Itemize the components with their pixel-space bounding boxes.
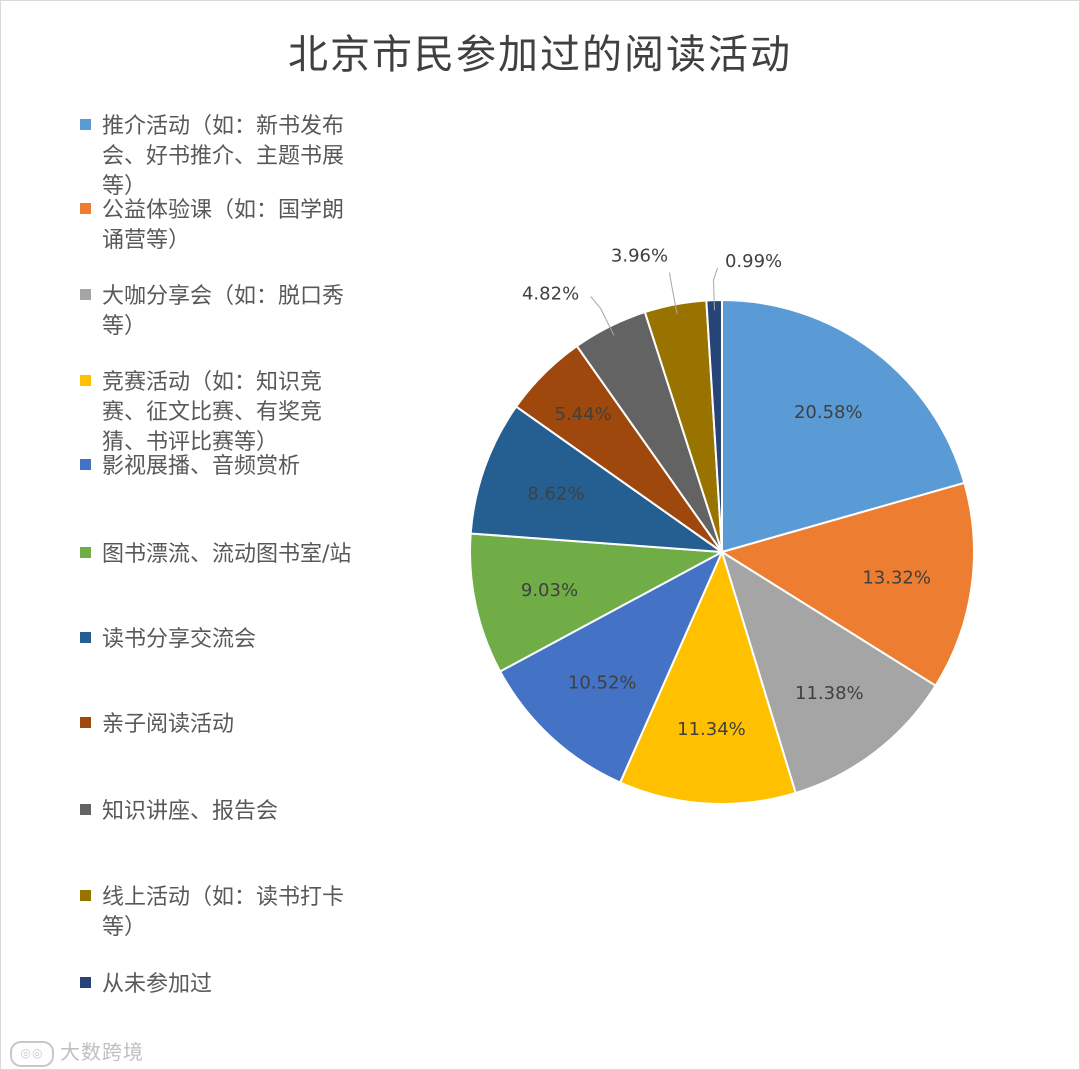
legend-label-line: 知识讲座、报告会 (102, 799, 279, 824)
data-label: 0.99% (725, 251, 782, 272)
data-label: 3.96% (611, 246, 668, 267)
legend-label: 知识讲座、报告会 (102, 797, 382, 827)
legend-label: 从未参加过 (102, 970, 382, 1000)
legend-swatch (80, 632, 91, 643)
watermark-text: 大数跨境 (60, 1040, 144, 1064)
legend-swatch (80, 804, 91, 815)
legend-label: 读书分享交流会 (102, 625, 382, 655)
legend-label: 线上活动（如：读书打卡 等） (102, 883, 382, 943)
pie-slice (498, 549, 725, 784)
legend-swatch (80, 289, 91, 300)
legend-swatch (80, 977, 91, 988)
data-label: 8.62% (527, 483, 584, 504)
legend-label-line: 影视展播、音频赏析 (102, 454, 301, 479)
legend-swatch (80, 119, 91, 130)
chart-title: 北京市民参加过的阅读活动 (288, 32, 792, 78)
legend-label: 推介活动（如：新书发布 会、好书推介、主题书展 等） (102, 112, 382, 202)
pie-slice (721, 298, 966, 554)
legend-label: 影视展播、音频赏析 (102, 452, 382, 482)
legend-swatch (80, 717, 91, 728)
legend-label-line: 等） (102, 174, 147, 199)
watermark-logo-icon: ◎◎ (10, 1040, 54, 1067)
legend-swatch (80, 203, 91, 214)
legend-label-line: 会、好书推介、主题书展 (102, 144, 345, 169)
pie-slice (720, 549, 937, 795)
legend-label-line: 等） (102, 915, 147, 940)
legend-label-line: 线上活动（如：读书打卡 (102, 885, 345, 910)
watermark: ◎◎ 大数跨境 (10, 1036, 144, 1067)
legend-label-line: 竞赛活动（如：知识竞 (102, 370, 323, 395)
pie-slice (469, 532, 726, 673)
legend-label-line: 读书分享交流会 (102, 627, 257, 652)
data-label: 10.52% (568, 672, 637, 693)
legend-label: 竞赛活动（如：知识竞 赛、征文比赛、有奖竞 猜、书评比赛等） (102, 368, 382, 458)
legend-label-line: 猜、书评比赛等） (102, 430, 279, 455)
pie-slice (469, 405, 726, 554)
pie-slice (618, 549, 797, 805)
legend-swatch (80, 375, 91, 386)
data-label: 5.44% (555, 404, 612, 425)
data-label: 20.58% (794, 402, 863, 423)
legend-label: 大咖分享会（如：脱口秀 等） (102, 282, 382, 342)
legend-label-line: 图书漂流、流动图书室/站 (102, 542, 352, 567)
leader-line (669, 272, 678, 315)
legend-label-line: 公益体验课（如：国学朗 (102, 198, 345, 223)
data-label: 11.34% (677, 719, 746, 740)
data-label: 13.32% (862, 568, 931, 589)
legend-label-line: 赛、征文比赛、有奖竞 (102, 400, 323, 425)
leader-line (713, 267, 719, 311)
data-label: 11.38% (795, 683, 864, 704)
legend-swatch (80, 547, 91, 558)
data-label: 4.82% (522, 283, 579, 304)
legend-label: 公益体验课（如：国学朗 诵营等） (102, 196, 382, 256)
legend-label: 亲子阅读活动 (102, 710, 382, 740)
legend-swatch (80, 459, 91, 470)
legend-label-line: 等） (102, 314, 147, 339)
legend-label-line: 推介活动（如：新书发布 (102, 114, 345, 139)
leader-line (590, 296, 615, 336)
legend-label-line: 亲子阅读活动 (102, 712, 235, 737)
legend-label-line: 诵营等） (102, 228, 191, 253)
legend-label-line: 从未参加过 (102, 972, 213, 997)
legend-label-line: 大咖分享会（如：脱口秀 (102, 284, 345, 309)
pie-slice (719, 481, 975, 688)
data-label: 9.03% (521, 580, 578, 601)
legend-swatch (80, 890, 91, 901)
legend-label: 图书漂流、流动图书室/站 (102, 540, 382, 570)
